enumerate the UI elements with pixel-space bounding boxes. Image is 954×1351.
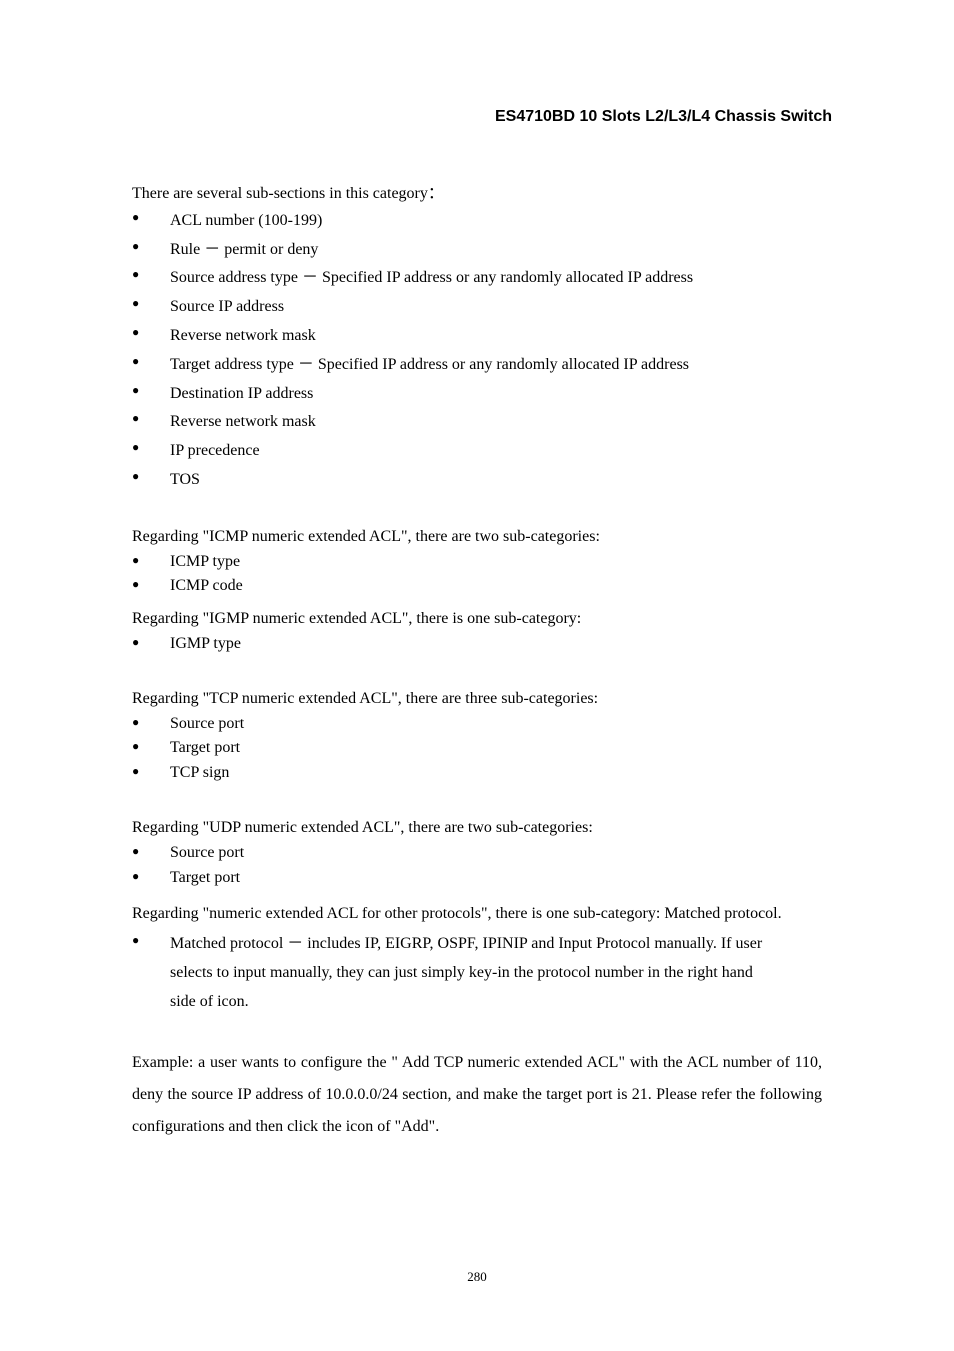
icmp-bullet-list: ICMP type ICMP code xyxy=(132,550,822,600)
list-item: Rule － permit or deny xyxy=(132,236,822,265)
udp-heading: Regarding "UDP numeric extended ACL", th… xyxy=(132,816,822,841)
udp-bullet-list: Source port Target port xyxy=(132,841,822,891)
list-item: IP precedence xyxy=(132,437,822,466)
other-proto-cont1: selects to input manually, they can just… xyxy=(132,959,822,988)
igmp-heading: Regarding "IGMP numeric extended ACL", t… xyxy=(132,607,822,632)
list-item: Destination IP address xyxy=(132,380,822,409)
list-item: TCP sign xyxy=(132,761,822,786)
list-item: ACL number (100-199) xyxy=(132,207,822,236)
list-item: TOS xyxy=(132,466,822,495)
list-item: Reverse network mask xyxy=(132,408,822,437)
main-bullet-list: ACL number (100-199) Rule － permit or de… xyxy=(132,207,822,495)
icmp-heading: Regarding "ICMP numeric extended ACL", t… xyxy=(132,525,822,550)
other-proto-heading: Regarding "numeric extended ACL for othe… xyxy=(132,898,822,930)
list-item: Target port xyxy=(132,736,822,761)
list-item: Target address type － Specified IP addre… xyxy=(132,351,822,380)
list-item: Target port xyxy=(132,866,822,891)
list-item: ICMP type xyxy=(132,550,822,575)
list-item: Source IP address xyxy=(132,293,822,322)
example-text: Example: a user wants to configure the "… xyxy=(132,1047,822,1143)
list-item: Source port xyxy=(132,841,822,866)
tcp-bullet-list: Source port Target port TCP sign xyxy=(132,712,822,786)
list-item: Source port xyxy=(132,712,822,737)
list-item: Matched protocol － includes IP, EIGRP, O… xyxy=(132,930,822,959)
page-number: 280 xyxy=(0,1269,954,1285)
list-item: Source address type － Specified IP addre… xyxy=(132,264,822,293)
list-item: IGMP type xyxy=(132,632,822,657)
tcp-heading: Regarding "TCP numeric extended ACL", th… xyxy=(132,687,822,712)
intro-text: There are several sub-sections in this c… xyxy=(132,182,822,207)
list-item: Reverse network mask xyxy=(132,322,822,351)
igmp-bullet-list: IGMP type xyxy=(132,632,822,657)
other-proto-cont2: side of icon. xyxy=(132,988,822,1017)
document-page: ES4710BD 10 Slots L2/L3/L4 Chassis Switc… xyxy=(0,0,954,1351)
other-proto-bullet-list: Matched protocol － includes IP, EIGRP, O… xyxy=(132,930,822,959)
list-item: ICMP code xyxy=(132,574,822,599)
page-header-title: ES4710BD 10 Slots L2/L3/L4 Chassis Switc… xyxy=(132,108,832,126)
